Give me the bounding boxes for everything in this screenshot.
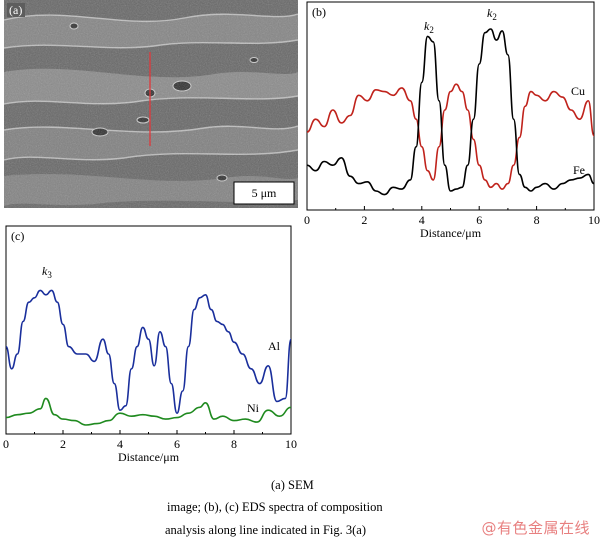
peak-annotation: k2 xyxy=(487,6,497,22)
x-axis-label: Distance/μm xyxy=(118,450,180,464)
x-tick-label: 6 xyxy=(174,437,180,451)
x-tick-label: 8 xyxy=(231,437,237,451)
sem-micrograph: (a) 5 μm xyxy=(4,0,298,208)
peak-annotation: k3 xyxy=(42,264,52,280)
x-tick-label: 6 xyxy=(476,213,482,227)
series-line-ni xyxy=(5,397,292,426)
x-tick-label: 4 xyxy=(419,213,425,227)
x-tick-label: 4 xyxy=(117,437,123,451)
sem-image: (a) 5 μm xyxy=(4,0,298,208)
x-tick-label: 0 xyxy=(3,437,9,451)
caption-line-2: image; (b), (c) EDS spectra of compositi… xyxy=(167,500,383,514)
panel-a-label: (a) xyxy=(9,3,22,17)
x-tick-label: 2 xyxy=(60,437,66,451)
x-tick-label: 10 xyxy=(285,437,297,451)
series-label-al: Al xyxy=(268,339,281,353)
eds-chart-b: 0 2 4 6 8 10 Distance/μm (b) Cu Fe k2 k2 xyxy=(304,1,600,240)
eds-chart-c: 0 2 4 6 8 10 Distance/μm (c) Al Ni k3 xyxy=(3,225,297,464)
caption-line-1: (a) SEM xyxy=(271,478,314,492)
panel-c-label: (c) xyxy=(11,229,24,243)
x-axis-label: Distance/μm xyxy=(420,226,482,240)
watermark: @有色金属在线 xyxy=(481,519,590,537)
caption-line-3: analysis along line indicated in Fig. 3(… xyxy=(165,523,366,537)
series-label-fe: Fe xyxy=(573,163,585,177)
series-line-fe xyxy=(306,28,595,196)
x-tick-label: 2 xyxy=(361,213,367,227)
series-line-cu xyxy=(306,83,595,190)
series-line-al xyxy=(5,289,292,415)
peak-annotation: k2 xyxy=(424,19,434,35)
series-label-cu: Cu xyxy=(571,84,585,98)
series-label-ni: Ni xyxy=(247,401,260,415)
scale-bar-label: 5 μm xyxy=(252,186,277,200)
chart-frame xyxy=(306,1,595,211)
scale-bar-box xyxy=(233,181,295,205)
panel-b-label: (b) xyxy=(312,5,326,19)
x-tick-label: 10 xyxy=(588,213,600,227)
x-tick-label: 0 xyxy=(304,213,310,227)
x-tick-label: 8 xyxy=(534,213,540,227)
